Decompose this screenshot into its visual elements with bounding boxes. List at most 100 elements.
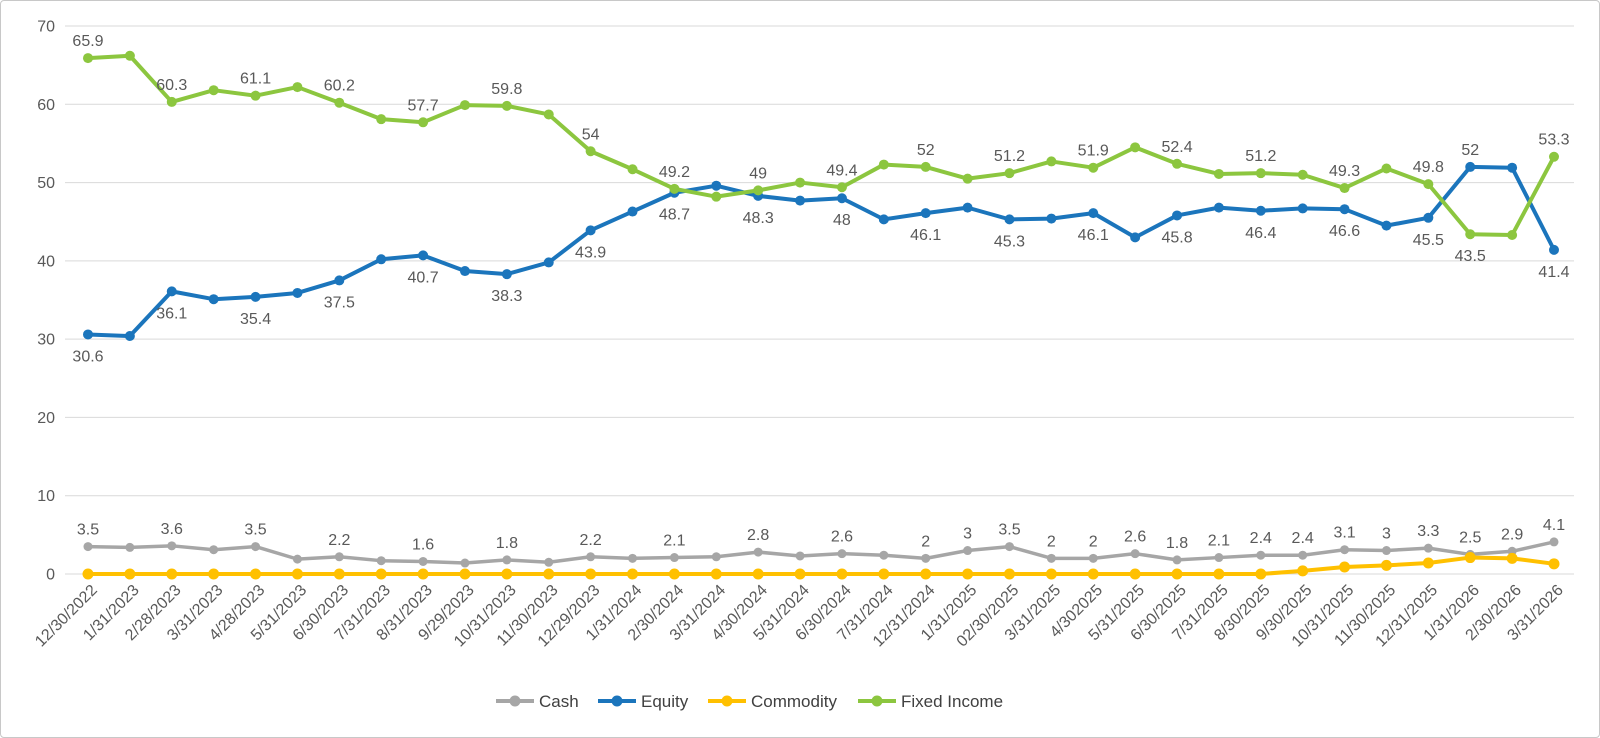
data-point-fixed-income — [627, 164, 638, 175]
data-point-equity — [1172, 210, 1183, 221]
data-point-fixed-income — [1004, 168, 1015, 179]
legend-item-cash: Cash — [496, 692, 579, 711]
legend-label-fixed-income: Fixed Income — [901, 692, 1003, 711]
data-point-equity — [1507, 162, 1518, 173]
data-point-fixed-income — [376, 114, 387, 125]
data-point-fixed-income — [1213, 168, 1224, 179]
data-point-fixed-income — [795, 177, 806, 188]
data-point-commodity — [1255, 568, 1267, 580]
data-point-cash — [879, 550, 889, 560]
y-axis-tick-label: 10 — [37, 488, 55, 505]
series-line-commodity — [86, 555, 1556, 576]
data-point-cash — [460, 558, 470, 568]
data-point-commodity — [1003, 568, 1015, 580]
data-label-cash: 2 — [921, 533, 930, 550]
series-line-cash — [86, 540, 1556, 565]
data-point-fixed-income — [920, 161, 931, 172]
data-label-cash: 2.2 — [580, 532, 602, 549]
data-point-commodity — [1464, 552, 1476, 564]
data-point-equity — [1423, 212, 1434, 223]
data-point-cash — [83, 542, 93, 552]
data-point-cash — [1298, 550, 1308, 560]
data-point-cash — [376, 556, 386, 566]
data-label-cash: 2.4 — [1250, 530, 1272, 547]
data-point-equity — [334, 275, 345, 286]
data-label-equity: 46.4 — [1245, 225, 1276, 242]
data-point-commodity — [417, 568, 429, 580]
data-label-cash: 1.8 — [1166, 535, 1188, 552]
data-point-equity — [543, 257, 554, 268]
data-point-cash — [1214, 553, 1224, 563]
data-point-fixed-income — [962, 173, 973, 184]
data-label-equity: 48 — [833, 212, 851, 229]
data-point-equity — [418, 250, 429, 261]
data-point-fixed-income — [292, 82, 303, 93]
data-point-equity — [1339, 204, 1350, 215]
data-point-equity — [920, 208, 931, 219]
data-point-equity — [1088, 208, 1099, 219]
data-point-equity — [166, 286, 177, 297]
legend-marker-dot-equity — [611, 695, 623, 707]
data-label-cash: 1.6 — [412, 536, 434, 553]
data-point-fixed-income — [711, 191, 722, 202]
data-point-fixed-income — [1046, 156, 1057, 167]
data-point-cash — [334, 552, 344, 562]
data-label-equity: 45.8 — [1161, 229, 1192, 246]
data-point-fixed-income — [83, 53, 93, 64]
data-point-commodity — [962, 568, 974, 580]
data-point-cash — [1004, 542, 1014, 552]
data-point-equity — [878, 214, 889, 225]
data-point-equity — [836, 193, 847, 204]
data-label-equity: 36.1 — [156, 305, 187, 322]
data-label-cash: 3.6 — [161, 521, 183, 538]
data-point-commodity — [794, 568, 806, 580]
data-point-commodity — [1297, 565, 1309, 577]
data-label-fixed-income: 51.2 — [994, 148, 1025, 165]
data-point-cash — [544, 557, 554, 567]
data-point-equity — [1549, 244, 1559, 255]
data-point-fixed-income — [1465, 229, 1476, 240]
data-point-equity — [1381, 220, 1392, 231]
data-point-cash — [418, 556, 428, 566]
data-label-cash: 2.8 — [747, 527, 769, 544]
data-label-equity: 43.9 — [575, 244, 606, 261]
data-label-equity: 48.3 — [743, 210, 774, 227]
data-label-equity: 48.7 — [659, 207, 690, 224]
legend-label-commodity: Commodity — [751, 692, 837, 711]
legend-label-cash: Cash — [539, 692, 579, 711]
data-point-commodity — [752, 568, 764, 580]
data-label-cash: 2 — [1047, 533, 1056, 550]
data-label-equity: 37.5 — [324, 294, 355, 311]
data-label-equity: 35.4 — [240, 311, 271, 328]
data-point-cash — [292, 554, 302, 564]
data-point-cash — [1130, 549, 1140, 559]
data-point-commodity — [82, 568, 94, 580]
data-point-cash — [1340, 545, 1350, 555]
data-point-fixed-income — [1549, 151, 1559, 162]
data-point-commodity — [1129, 568, 1141, 580]
data-point-commodity — [836, 568, 848, 580]
data-point-equity — [962, 202, 973, 213]
data-label-equity: 41.4 — [1538, 264, 1569, 281]
data-label-equity: 45.5 — [1413, 232, 1444, 249]
data-point-commodity — [250, 568, 262, 580]
data-label-fixed-income: 65.9 — [72, 33, 103, 50]
data-point-commodity — [1171, 568, 1183, 580]
data-point-commodity — [627, 568, 639, 580]
data-label-cash: 3 — [963, 526, 972, 543]
data-label-fixed-income: 60.3 — [156, 77, 187, 94]
y-axis-tick-label: 0 — [46, 567, 55, 584]
legend-marker-dot-commodity — [721, 695, 733, 707]
data-point-fixed-income — [1088, 162, 1099, 173]
data-label-equity: 38.3 — [491, 288, 522, 305]
data-point-cash — [1172, 555, 1182, 565]
data-point-equity — [585, 225, 596, 236]
data-label-fixed-income: 49.2 — [659, 164, 690, 181]
legend-marker-dot-fixed-income — [871, 695, 883, 707]
series-line-equity — [86, 164, 1556, 339]
data-label-cash: 2.1 — [1208, 533, 1230, 550]
data-point-commodity — [1213, 568, 1225, 580]
data-label-equity: 46.6 — [1329, 223, 1360, 240]
data-point-cash — [125, 542, 135, 552]
legend-marker-dot-cash — [509, 695, 521, 707]
